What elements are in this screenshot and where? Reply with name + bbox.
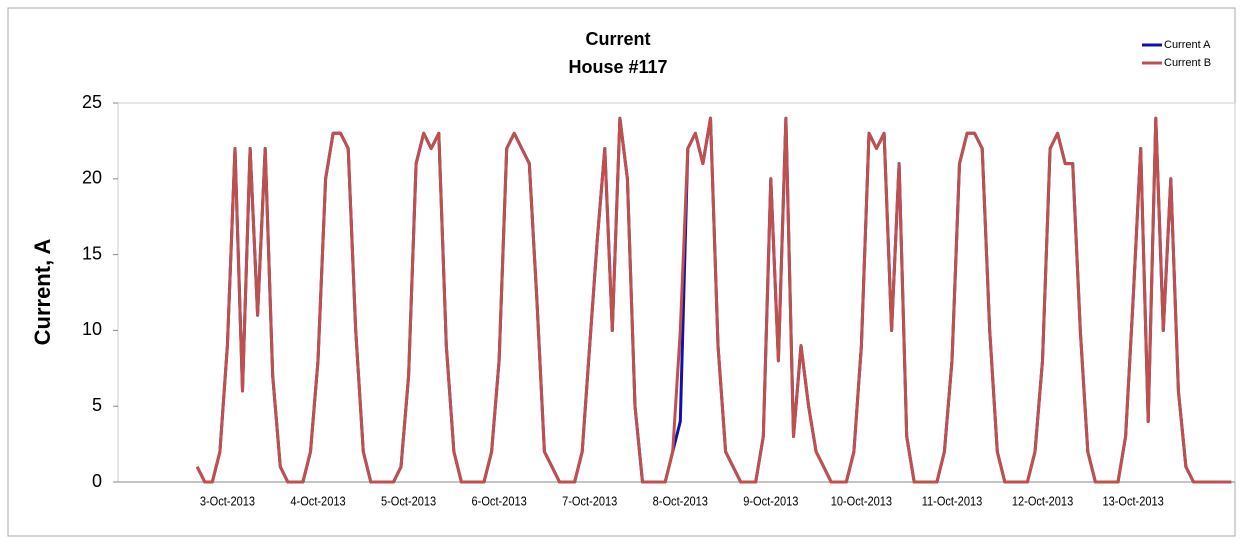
x-tick-label: 9-Oct-2013	[743, 494, 798, 509]
y-tick-label: 0	[92, 471, 102, 491]
legend-label: Current A	[1164, 39, 1211, 51]
chart-frame	[7, 7, 1236, 537]
x-tick-label: 13-Oct-2013	[1102, 494, 1164, 509]
x-tick-label: 12-Oct-2013	[1012, 494, 1074, 509]
x-tick-label: 6-Oct-2013	[472, 494, 527, 509]
y-tick-label: 20	[82, 168, 102, 188]
y-tick-label: 25	[82, 92, 102, 112]
y-axis-label: Current, A	[30, 239, 55, 346]
x-tick-label: 8-Oct-2013	[653, 494, 708, 509]
x-tick-label: 11-Oct-2013	[922, 494, 983, 509]
x-tick-label: 10-Oct-2013	[831, 494, 893, 509]
chart-title: Current	[585, 29, 650, 49]
y-tick-label: 15	[82, 243, 102, 263]
y-tick-label: 5	[92, 395, 102, 415]
series-line	[195, 116, 1232, 484]
y-tick-label: 10	[82, 319, 102, 339]
chart-subtitle: House #117	[568, 57, 667, 77]
x-tick-label: 4-Oct-2013	[290, 494, 345, 509]
legend-label: Current B	[1164, 57, 1211, 69]
x-tick-label: 5-Oct-2013	[381, 494, 436, 509]
x-tick-label: 7-Oct-2013	[562, 494, 617, 509]
x-tick-label: 3-Oct-2013	[200, 494, 255, 509]
